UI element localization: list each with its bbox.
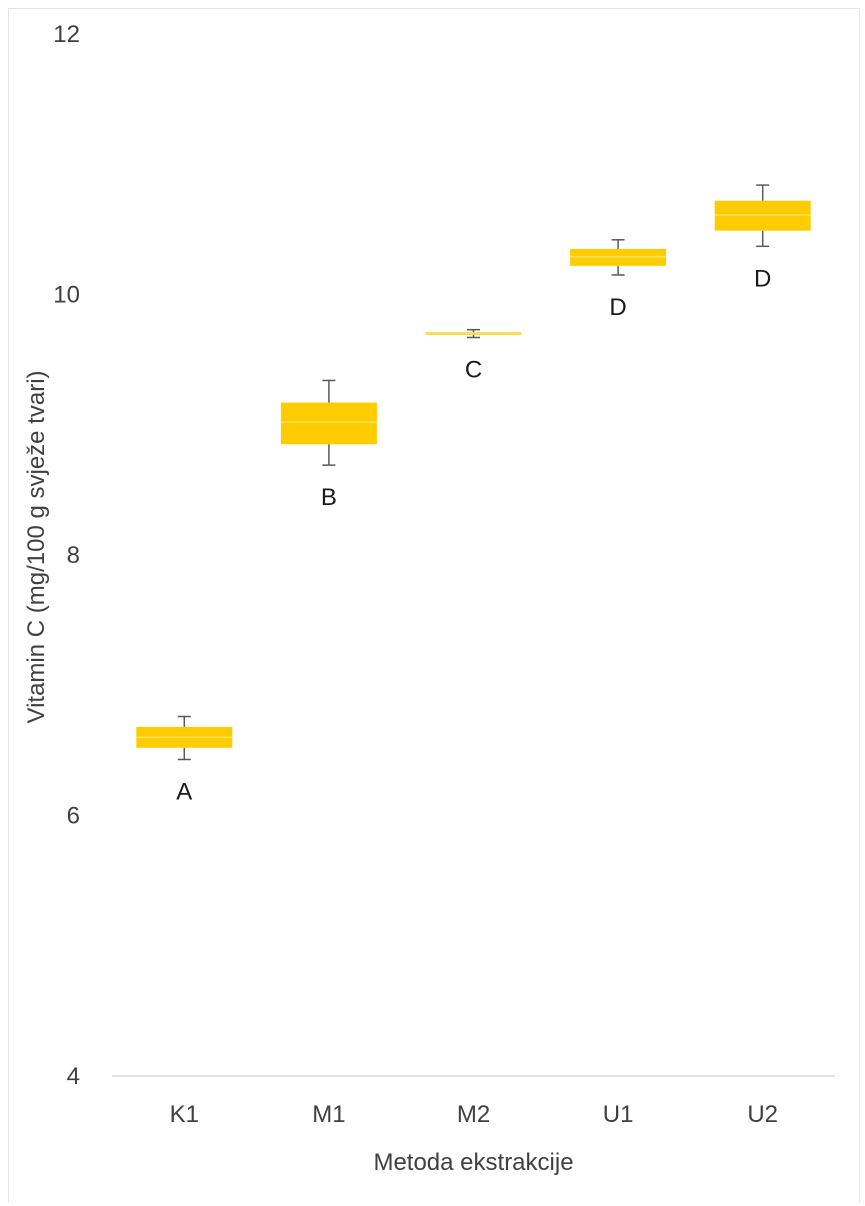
chart-frame bbox=[8, 8, 860, 1202]
x-tick-label-M1: M1 bbox=[312, 1101, 345, 1128]
group-letter: B bbox=[321, 484, 337, 511]
box-K1: A bbox=[136, 715, 233, 805]
box-U2: D bbox=[714, 184, 811, 292]
group-letter: D bbox=[609, 294, 626, 321]
x-axis-title: Metoda ekstrakcije bbox=[373, 1149, 573, 1176]
group-letter: C bbox=[465, 356, 482, 383]
y-tick-label-4: 4 bbox=[67, 1063, 80, 1090]
box-series: A B C D D bbox=[136, 184, 811, 805]
x-tick-label-M2: M2 bbox=[457, 1101, 490, 1128]
group-letter: A bbox=[176, 778, 192, 805]
box-body bbox=[280, 402, 377, 445]
group-letter: D bbox=[754, 265, 771, 292]
y-axis-tick-labels: 4 6 8 10 12 bbox=[53, 21, 80, 1090]
x-tick-label-K1: K1 bbox=[170, 1101, 199, 1128]
x-axis-tick-labels: K1 M1 M2 U1 U2 bbox=[170, 1101, 778, 1128]
box-U1: D bbox=[570, 239, 667, 321]
box-M1: B bbox=[280, 379, 377, 511]
x-tick-label-U1: U1 bbox=[603, 1101, 634, 1128]
y-axis-title: Vitamin C (mg/100 g svježe tvari) bbox=[23, 370, 50, 723]
x-tick-label-U2: U2 bbox=[747, 1101, 778, 1128]
y-tick-label-12: 12 bbox=[53, 21, 80, 48]
y-tick-label-10: 10 bbox=[53, 282, 80, 309]
y-tick-label-8: 8 bbox=[67, 542, 80, 569]
y-tick-label-6: 6 bbox=[67, 803, 80, 830]
box-M2: C bbox=[425, 328, 522, 383]
